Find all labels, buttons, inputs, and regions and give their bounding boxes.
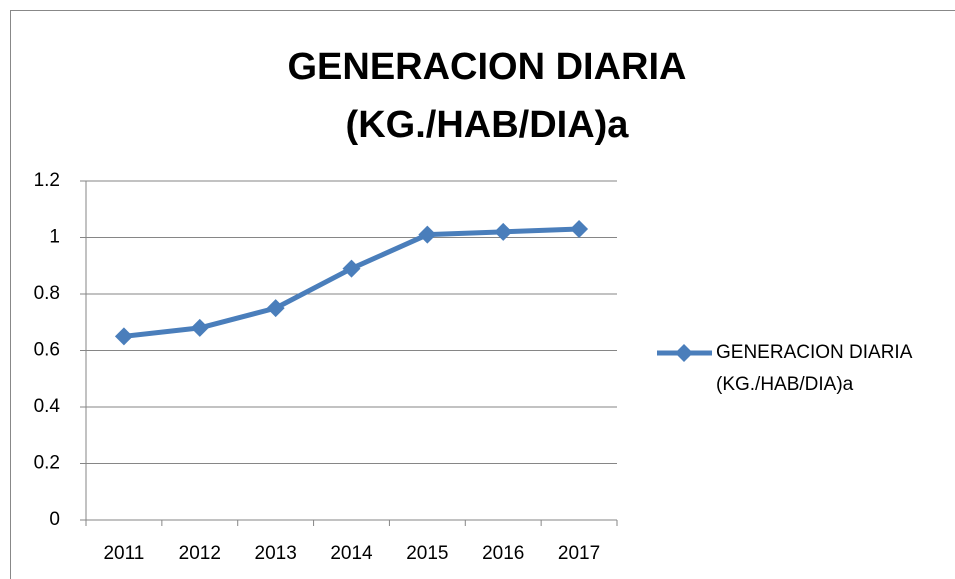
y-tick-label: 0.2 (34, 453, 60, 474)
y-tick-label: 0 (49, 509, 60, 530)
x-tick-label: 2011 (103, 543, 144, 564)
x-tick-label: 2014 (330, 543, 373, 564)
x-tick-label: 2012 (179, 543, 221, 564)
data-point (190, 318, 209, 337)
x-tick-label: 2016 (482, 543, 524, 564)
data-point (418, 225, 437, 244)
x-tick-label: 2017 (558, 543, 600, 564)
y-tick-label: 1.2 (34, 170, 60, 191)
legend-marker (675, 344, 693, 362)
data-point (494, 222, 513, 241)
y-tick-label: 0.8 (34, 283, 60, 304)
data-line (123, 226, 580, 339)
chart-title: GENERACION DIARIA (KG./HAB/DIA)a (287, 46, 687, 146)
x-tick-label: 2013 (255, 543, 297, 564)
data-point (114, 327, 133, 346)
y-tick-label: 0.6 (34, 340, 60, 361)
chart-border (10, 10, 955, 579)
y-tick-label: 0.4 (34, 396, 61, 417)
legend-label: GENERACION DIARIA (KG./HAB/DIA)a (716, 342, 912, 395)
data-point (342, 259, 361, 278)
data-point (570, 220, 589, 239)
x-tick-label: 2015 (406, 543, 448, 564)
data-point (266, 299, 285, 318)
y-tick-label: 1 (49, 227, 60, 248)
